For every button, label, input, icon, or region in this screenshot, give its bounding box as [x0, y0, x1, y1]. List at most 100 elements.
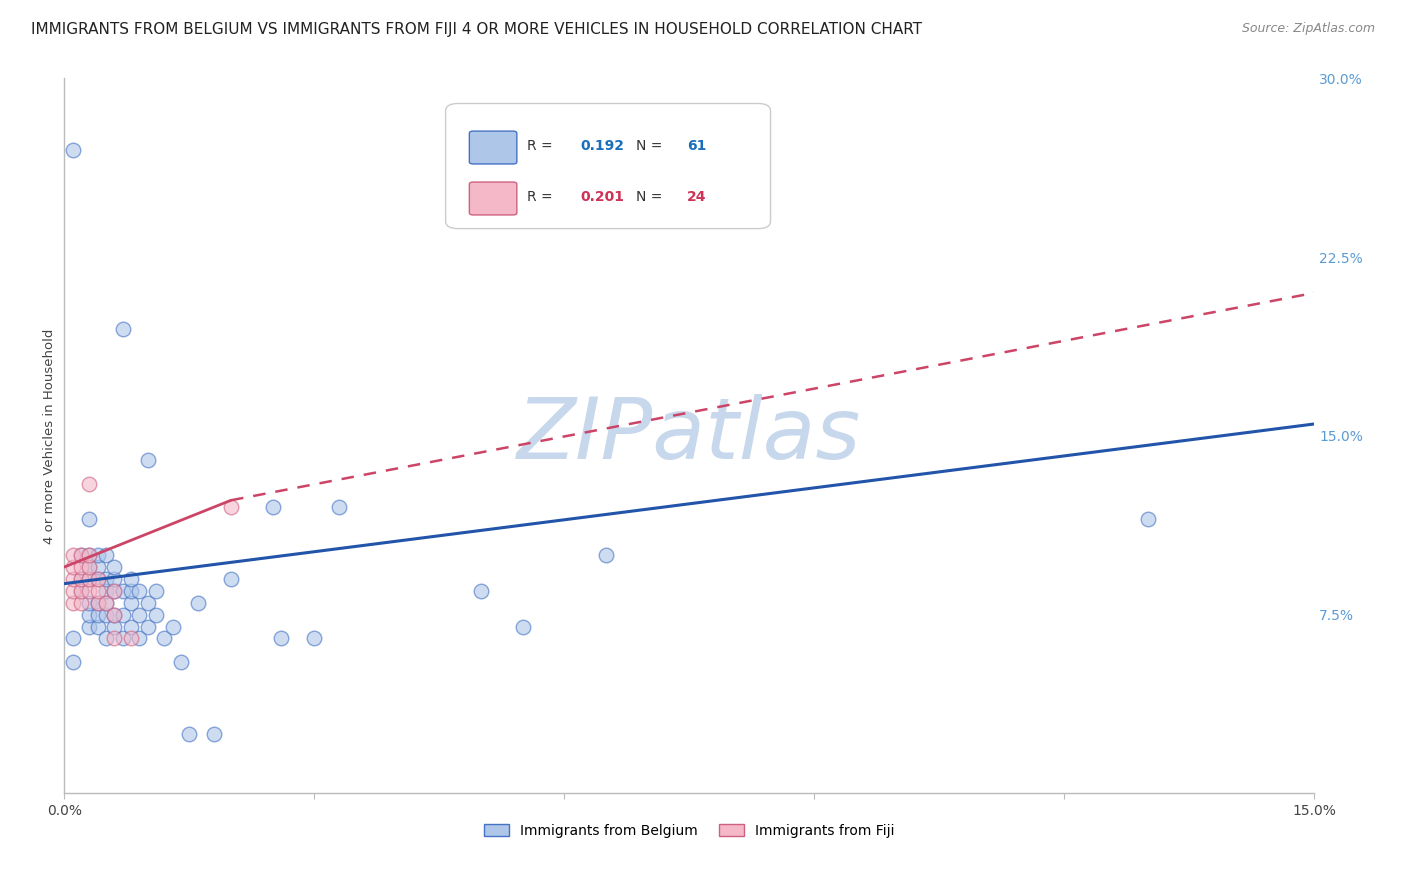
Point	[79, 572, 101, 586]
Point	[103, 607, 125, 622]
Point	[219, 572, 242, 586]
Point	[62, 596, 84, 610]
Point	[120, 632, 142, 646]
Point	[79, 560, 101, 574]
Point	[87, 596, 110, 610]
Point	[79, 596, 101, 610]
Point	[136, 619, 159, 633]
Point	[94, 607, 117, 622]
Point	[187, 596, 209, 610]
Point	[94, 572, 117, 586]
Point	[87, 596, 110, 610]
Point	[70, 548, 93, 562]
Point	[111, 607, 134, 622]
FancyBboxPatch shape	[470, 182, 517, 215]
Point	[79, 560, 101, 574]
Text: Source: ZipAtlas.com: Source: ZipAtlas.com	[1241, 22, 1375, 36]
Point	[103, 572, 125, 586]
Point	[179, 727, 201, 741]
Point	[328, 500, 350, 515]
Point	[94, 632, 117, 646]
Point	[103, 632, 125, 646]
Point	[304, 632, 326, 646]
Point	[128, 583, 150, 598]
Text: R =: R =	[527, 139, 557, 153]
Point	[62, 572, 84, 586]
Text: IMMIGRANTS FROM BELGIUM VS IMMIGRANTS FROM FIJI 4 OR MORE VEHICLES IN HOUSEHOLD : IMMIGRANTS FROM BELGIUM VS IMMIGRANTS FR…	[31, 22, 922, 37]
Point	[94, 583, 117, 598]
Point	[62, 143, 84, 157]
Point	[262, 500, 284, 515]
Point	[79, 476, 101, 491]
FancyBboxPatch shape	[470, 131, 517, 164]
Point	[62, 655, 84, 669]
Text: N =: N =	[636, 190, 666, 204]
Point	[94, 596, 117, 610]
Point	[204, 727, 226, 741]
Text: R =: R =	[527, 190, 557, 204]
Point	[111, 583, 134, 598]
Point	[120, 596, 142, 610]
Point	[79, 572, 101, 586]
Point	[87, 619, 110, 633]
Point	[79, 607, 101, 622]
Point	[70, 583, 93, 598]
Point	[79, 548, 101, 562]
Point	[103, 583, 125, 598]
Point	[79, 512, 101, 526]
Point	[87, 607, 110, 622]
Text: 61: 61	[686, 139, 706, 153]
Point	[136, 596, 159, 610]
Point	[270, 632, 292, 646]
FancyBboxPatch shape	[446, 103, 770, 228]
Point	[170, 655, 193, 669]
Point	[70, 572, 93, 586]
Point	[87, 560, 110, 574]
Point	[162, 619, 184, 633]
Text: 0.201: 0.201	[581, 190, 624, 204]
Point	[111, 321, 134, 335]
Point	[470, 583, 492, 598]
Point	[103, 560, 125, 574]
Point	[512, 619, 534, 633]
Point	[87, 572, 110, 586]
Point	[111, 632, 134, 646]
Text: 0.192: 0.192	[581, 139, 624, 153]
Point	[103, 607, 125, 622]
Point	[94, 596, 117, 610]
Point	[1136, 512, 1159, 526]
Legend: Immigrants from Belgium, Immigrants from Fiji: Immigrants from Belgium, Immigrants from…	[478, 819, 900, 844]
Point	[153, 632, 176, 646]
Point	[103, 583, 125, 598]
Point	[120, 583, 142, 598]
Point	[145, 583, 167, 598]
Point	[79, 619, 101, 633]
Point	[595, 548, 617, 562]
Point	[103, 619, 125, 633]
Point	[94, 548, 117, 562]
Point	[120, 572, 142, 586]
Point	[120, 619, 142, 633]
Point	[87, 572, 110, 586]
Point	[136, 452, 159, 467]
Point	[87, 583, 110, 598]
Point	[145, 607, 167, 622]
Text: ZIPatlas: ZIPatlas	[517, 394, 862, 477]
Point	[79, 548, 101, 562]
Point	[128, 632, 150, 646]
Point	[128, 607, 150, 622]
Point	[62, 583, 84, 598]
Text: N =: N =	[636, 139, 666, 153]
Point	[62, 548, 84, 562]
Point	[70, 560, 93, 574]
Point	[87, 548, 110, 562]
Point	[70, 572, 93, 586]
Point	[62, 632, 84, 646]
Text: 24: 24	[686, 190, 706, 204]
Point	[62, 560, 84, 574]
Point	[79, 583, 101, 598]
Point	[70, 548, 93, 562]
Y-axis label: 4 or more Vehicles in Household: 4 or more Vehicles in Household	[44, 328, 56, 543]
Point	[219, 500, 242, 515]
Point	[70, 583, 93, 598]
